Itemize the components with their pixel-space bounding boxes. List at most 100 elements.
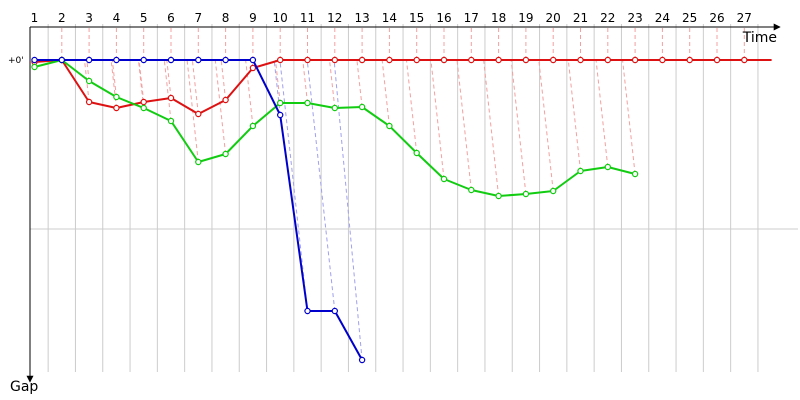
series-line-red bbox=[34, 59, 772, 115]
x-tick-label: 19 bbox=[518, 11, 533, 25]
zero-gap-label: +0' bbox=[8, 56, 24, 66]
data-point-red bbox=[277, 56, 284, 64]
x-tick-label: 25 bbox=[682, 11, 697, 25]
gap-connector-slanted bbox=[306, 59, 336, 312]
data-point-blue bbox=[222, 56, 229, 64]
gap-connector-slanted bbox=[329, 59, 336, 109]
x-tick-label: 24 bbox=[655, 11, 670, 25]
data-point-red bbox=[195, 110, 202, 118]
gap-connector-slanted bbox=[138, 59, 145, 103]
data-point-red bbox=[167, 94, 175, 102]
data-point-green bbox=[331, 104, 338, 112]
data-point-green bbox=[386, 122, 393, 130]
gap-connector-slanted bbox=[163, 59, 172, 122]
x-tick-label: 12 bbox=[327, 11, 342, 25]
x-tick-label: 16 bbox=[436, 11, 451, 25]
data-point-red bbox=[468, 56, 475, 64]
data-point-blue bbox=[304, 307, 311, 315]
x-tick-label: 20 bbox=[546, 11, 561, 25]
data-point-red bbox=[413, 56, 420, 64]
data-point-red bbox=[686, 56, 693, 64]
data-point-green bbox=[31, 63, 38, 71]
gap-connector-slanted bbox=[86, 59, 90, 82]
x-tick-label: 13 bbox=[354, 11, 369, 25]
data-point-green bbox=[631, 170, 639, 178]
data-point-red bbox=[577, 56, 584, 64]
data-point-blue bbox=[167, 56, 175, 64]
gap-connector-slanted bbox=[166, 59, 172, 99]
data-point-red bbox=[222, 96, 229, 104]
data-point-red bbox=[249, 64, 257, 72]
data-point-blue bbox=[85, 56, 93, 64]
x-tick-label: 3 bbox=[85, 11, 93, 25]
x-tick-label: 10 bbox=[273, 11, 288, 25]
data-point-red bbox=[522, 56, 530, 64]
data-point-red bbox=[604, 56, 612, 64]
data-point-blue bbox=[277, 111, 284, 119]
data-point-red bbox=[331, 56, 338, 64]
x-tick-label: 23 bbox=[627, 11, 642, 25]
x-tick-label: 5 bbox=[140, 11, 148, 25]
data-point-blue bbox=[249, 56, 257, 64]
x-tick-label: 27 bbox=[737, 11, 752, 25]
data-point-green bbox=[249, 122, 257, 130]
data-point-green bbox=[358, 103, 366, 111]
x-tick-label: 18 bbox=[491, 11, 506, 25]
x-tick-label: 7 bbox=[194, 11, 202, 25]
data-point-green bbox=[304, 99, 311, 107]
gap-connector-slanted bbox=[567, 59, 581, 172]
data-point-green bbox=[85, 77, 93, 85]
data-point-green bbox=[577, 167, 584, 175]
data-point-green bbox=[222, 150, 229, 158]
gap-connector-slanted bbox=[302, 59, 308, 104]
gap-connector-slanted bbox=[279, 59, 308, 312]
axes: Time Gap +0' bbox=[8, 23, 781, 395]
gap-connector-slanted bbox=[214, 59, 227, 155]
data-point-red bbox=[304, 56, 311, 64]
gap-connector-slanted bbox=[333, 59, 363, 361]
gap-connector-slanted bbox=[356, 59, 363, 108]
data-point-green bbox=[113, 93, 120, 101]
x-tick-label: 14 bbox=[382, 11, 397, 25]
gap-connector-slanted bbox=[220, 59, 227, 101]
gap-connector-slanted bbox=[191, 59, 199, 115]
data-point-green bbox=[413, 149, 420, 157]
data-point-red bbox=[386, 56, 393, 64]
data-point-blue bbox=[195, 56, 202, 64]
gap-connector-slanted bbox=[456, 59, 472, 191]
data-point-red bbox=[358, 56, 366, 64]
data-point-red bbox=[495, 56, 502, 64]
data-point-green bbox=[195, 158, 202, 166]
gap-connector-slanted bbox=[622, 59, 636, 175]
gap-connector-slanted bbox=[274, 59, 281, 104]
gap-connector-slanted bbox=[430, 59, 445, 180]
data-point-red bbox=[741, 56, 748, 64]
data-point-green bbox=[277, 99, 284, 107]
data-point-green bbox=[522, 190, 530, 198]
y-axis-title: Gap bbox=[10, 379, 38, 395]
x-tick-label: 26 bbox=[709, 11, 724, 25]
gap-connector-slanted bbox=[595, 59, 609, 168]
data-point-green bbox=[604, 163, 612, 171]
x-tick-labels: 1 2 3 4 5 6 7 8 9 10 11 12 13 14 15 16 17 18 19 20 21 22 23 24 2… bbox=[31, 11, 752, 25]
x-tick-label: 11 bbox=[300, 11, 315, 25]
gap-connector-slanted bbox=[111, 59, 117, 98]
data-point-blue bbox=[113, 56, 120, 64]
data-point-blue bbox=[331, 307, 338, 315]
x-axis-title: Time bbox=[742, 30, 777, 46]
data-point-green bbox=[167, 117, 175, 125]
series-layer bbox=[31, 56, 772, 364]
gap-connector-slanted bbox=[381, 59, 390, 127]
grid bbox=[30, 24, 798, 372]
x-tick-label: 1 bbox=[31, 11, 39, 25]
data-point-green bbox=[440, 175, 448, 183]
data-point-red bbox=[85, 98, 93, 106]
series-line-green bbox=[34, 59, 636, 197]
data-point-red bbox=[659, 56, 666, 64]
data-point-green bbox=[550, 187, 557, 195]
data-point-red bbox=[550, 56, 557, 64]
data-point-green bbox=[140, 104, 147, 112]
gap-connector-slanted bbox=[110, 59, 117, 109]
data-point-blue bbox=[58, 56, 66, 64]
